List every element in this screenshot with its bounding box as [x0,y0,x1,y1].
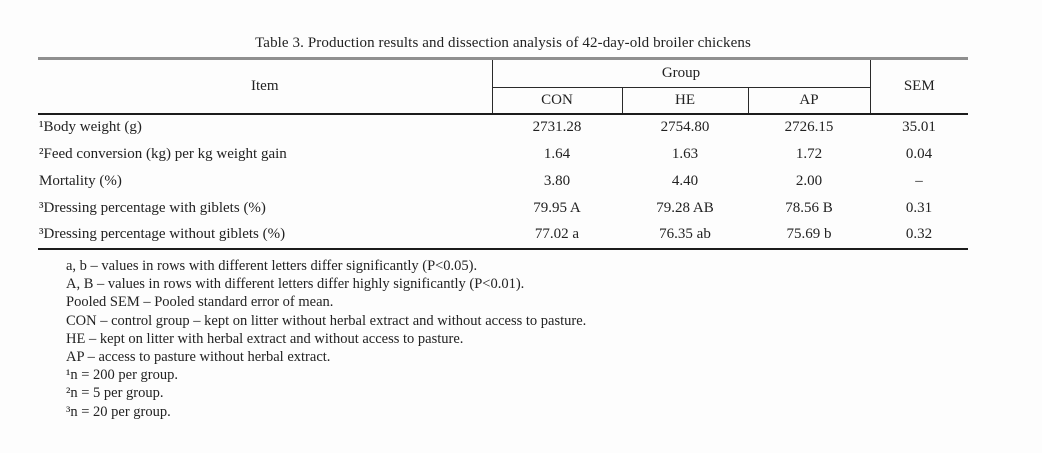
cell-ap: 1.72 [795,145,823,162]
col-header-item: Item [38,58,493,115]
footnote-line: HE – kept on litter with herbal extract … [66,330,464,347]
table-row: ³Dressing percentage with giblets (%) 79… [38,195,968,222]
production-results-table: Item Group SEM CON HE AP ¹Body weight (g… [38,57,968,250]
row-label: ³Dressing percentage with giblets (%) [39,199,266,216]
cell-he: 76.35 ab [622,221,748,250]
table-row: ³Dressing percentage without giblets (%)… [38,221,968,250]
cell-ap: 2.00 [795,172,823,189]
footnotes: a, b – values in rows with different let… [66,257,586,421]
table-row: Mortality (%) 3.80 4.40 2.00 – [38,168,968,195]
cell-con: 77.02 a [492,221,622,250]
cell-con: 3.80 [543,172,571,189]
cell-ap: 78.56 B [785,199,833,216]
row-label: ¹Body weight (g) [39,119,142,135]
cell-he: 2754.80 [660,119,710,135]
table-title: Table 3. Production results and dissecti… [255,35,751,51]
cell-he: 1.63 [671,145,699,162]
row-label: ³Dressing percentage without giblets (%) [38,221,492,250]
footnote-line: Pooled SEM – Pooled standard error of me… [66,294,334,311]
cell-ap: 2726.15 [784,119,834,135]
cell-sem: 0.31 [905,199,933,216]
col-header-con: CON [492,87,623,115]
footnote-line: ²n = 5 per group. [66,385,164,402]
cell-sem: – [915,172,923,189]
col-header-sem: SEM [870,58,968,115]
table-row: ¹Body weight (g) 2731.28 2754.80 2726.15… [38,114,968,141]
table-row: ²Feed conversion (kg) per kg weight gain… [38,141,968,168]
cell-sem: 35.01 [902,119,936,135]
footnote-line: ³n = 20 per group. [66,403,171,420]
footnote-line: CON – control group – kept on litter wit… [66,312,587,329]
cell-he: 79.28 AB [656,199,714,216]
cell-con: 1.64 [543,145,571,162]
row-label: Mortality (%) [39,172,122,189]
footnote-line: a, b – values in rows with different let… [66,258,478,274]
cell-con: 79.95 A [533,199,581,216]
cell-he: 4.40 [671,172,699,189]
cell-sem: 0.04 [905,145,933,162]
col-header-ap: AP [748,87,871,115]
footnote-line: A, B – values in rows with different let… [66,276,525,293]
col-header-group: Group [492,58,871,88]
footnote-line: ¹n = 200 per group. [66,367,178,384]
cell-con: 2731.28 [532,119,582,135]
table-body: ¹Body weight (g) 2731.28 2754.80 2726.15… [38,114,968,250]
footnote-line: AP – access to pasture without herbal ex… [66,349,331,366]
row-label: ²Feed conversion (kg) per kg weight gain [39,145,287,162]
table-header: Item Group SEM CON HE AP [38,58,968,115]
col-header-he: HE [622,87,749,115]
cell-sem: 0.32 [870,221,968,250]
cell-ap: 75.69 b [748,221,870,250]
